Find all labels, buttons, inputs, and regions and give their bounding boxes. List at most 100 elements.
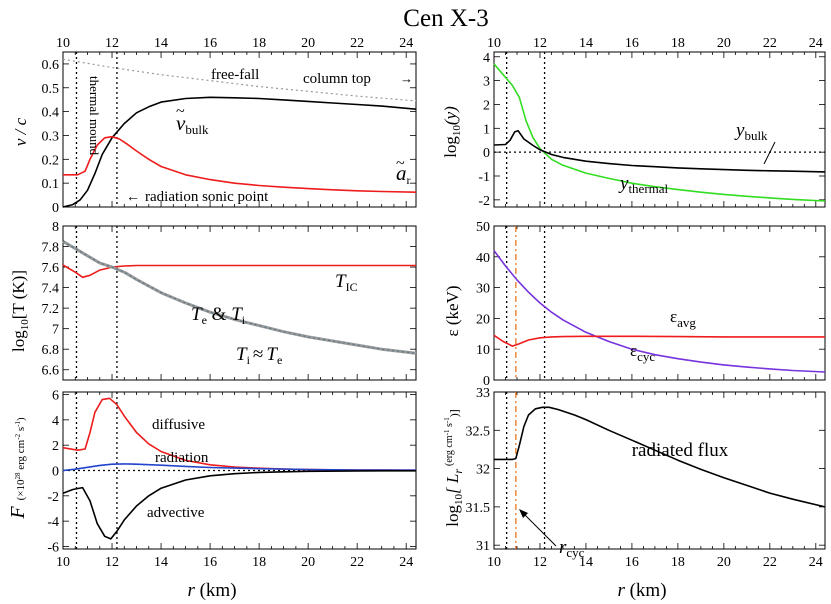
temperature-ytick-label: 7.2 bbox=[42, 302, 60, 317]
comptonization-ytick-label: 2 bbox=[483, 98, 490, 113]
comptonization-ylabel: log10(y) bbox=[441, 106, 463, 158]
flux-xlabel: r (km) bbox=[187, 580, 236, 601]
a-r-symbol: a bbox=[396, 161, 407, 185]
compt-ylabel-arg: (y) bbox=[441, 106, 460, 125]
velocity-ytick-label: 0.5 bbox=[42, 82, 60, 97]
flux-ylabel-unit2: erg cm bbox=[15, 439, 27, 472]
ti-approx-b: T bbox=[266, 344, 278, 365]
ti-approx-b-sub: e bbox=[277, 353, 282, 367]
energy-series-eps-cyc bbox=[493, 250, 826, 373]
flux-xtick-label: 18 bbox=[252, 555, 266, 570]
temperature-ytick-label: 7 bbox=[52, 323, 59, 338]
y-bulk-sub: bulk bbox=[744, 128, 768, 143]
velocity-ytick-label: 0.2 bbox=[42, 153, 60, 168]
flux-xtick-label: 14 bbox=[154, 555, 168, 570]
flux-xtick-label: 12 bbox=[105, 555, 119, 570]
temperature-ytick-label: 6.8 bbox=[42, 343, 60, 358]
energy-ytick-label: 50 bbox=[476, 220, 490, 235]
luminosity-ytick-label: 32 bbox=[476, 463, 490, 478]
energy-ytick-label: 0 bbox=[483, 374, 490, 389]
comptonization-frame bbox=[493, 51, 826, 208]
temperature-ylabel: log10[T (K)] bbox=[9, 270, 31, 352]
luminosity-ytick-label: 31.5 bbox=[466, 501, 491, 516]
luminosity-ytick-label: 31 bbox=[476, 539, 490, 554]
t-ic-label: TIC bbox=[335, 271, 358, 294]
y-bulk-arrow bbox=[763, 141, 776, 165]
energy-ytick-label: 20 bbox=[476, 312, 490, 327]
flux-ytick-label: -4 bbox=[47, 515, 59, 530]
r-cyc-arrow bbox=[521, 511, 557, 547]
a-r-sub: r bbox=[407, 173, 411, 187]
temperature-ytick-label: 7.8 bbox=[42, 241, 60, 256]
sonic-point-label: radiation sonic point bbox=[145, 189, 269, 205]
velocity-top-tick-label: 16 bbox=[203, 36, 217, 51]
velocity-top-tick-label: 14 bbox=[154, 36, 168, 51]
lum-ylabel-unit2: s bbox=[444, 423, 455, 430]
eps-cyc-symbol: ε bbox=[630, 341, 637, 360]
column-top-label: column top bbox=[303, 71, 371, 87]
lum-xlabel-r: r bbox=[617, 580, 625, 601]
ti-approx-a-sub: i bbox=[247, 353, 251, 367]
temperature-series-t-i bbox=[62, 240, 417, 354]
flux-ylabel-exp3: -1 bbox=[14, 421, 22, 427]
flux-ytick-label: 4 bbox=[52, 414, 59, 429]
velocity-ytick-label: 0.6 bbox=[42, 58, 60, 73]
comptonization-top-tick-label: 16 bbox=[625, 36, 639, 51]
temp-ylabel-prefix: log bbox=[9, 330, 28, 352]
lum-ylabel-prefix: log bbox=[443, 505, 462, 527]
temperature-series-t-ic bbox=[62, 264, 416, 279]
comptonization-ytick-label: 1 bbox=[483, 122, 490, 137]
ti-approx-label: Ti ≈ Te bbox=[236, 344, 282, 367]
lum-xlabel: r (km) bbox=[617, 580, 666, 601]
te-ti-amp: & bbox=[207, 304, 231, 325]
comptonization-top-tick-label: 14 bbox=[579, 36, 593, 51]
velocity-frame bbox=[62, 51, 417, 208]
y-thermal-label: ythermal bbox=[618, 173, 669, 196]
flux-ylabel-main: F bbox=[7, 506, 29, 520]
lum-ylabel-r: r bbox=[451, 469, 465, 474]
eps-avg-symbol: ε bbox=[670, 307, 677, 326]
figure-title: Cen X-3 bbox=[403, 5, 488, 32]
te-ti-b: T bbox=[231, 304, 243, 325]
flux-ytick-label: -6 bbox=[47, 540, 59, 555]
r-cyc-sub: cyc bbox=[566, 545, 584, 560]
velocity-top-tick-label: 20 bbox=[301, 36, 315, 51]
compt-ylabel-sub: 10 bbox=[451, 125, 463, 137]
flux-ylabel-unit: (×10 bbox=[15, 479, 27, 500]
compt-ylabel-prefix: log bbox=[441, 136, 460, 158]
eps-cyc-sub: cyc bbox=[637, 349, 655, 364]
velocity-ytick-label: 0.1 bbox=[42, 177, 60, 192]
flux-series-diffusive bbox=[62, 397, 417, 471]
v-bulk-sub: bulk bbox=[185, 122, 209, 137]
temp-ylabel-arg: [T (K)] bbox=[9, 270, 28, 319]
flux-ylabel-exp: 28 bbox=[14, 472, 22, 480]
luminosity-xtick-label: 10 bbox=[487, 555, 501, 570]
luminosity-xtick-label: 12 bbox=[533, 555, 547, 570]
eps-avg-label: εavg bbox=[670, 307, 696, 330]
comptonization-ytick-label: 3 bbox=[483, 75, 490, 90]
luminosity-frame bbox=[493, 391, 826, 550]
comptonization-ytick-label: 0 bbox=[483, 146, 490, 161]
velocity-top-tick-label: 12 bbox=[105, 36, 119, 51]
flux-xtick-label: 16 bbox=[203, 555, 217, 570]
luminosity-ytick-label: 33 bbox=[476, 386, 490, 401]
velocity-top-tick-label: 24 bbox=[399, 36, 413, 51]
te-ti-label: Te & Ti bbox=[191, 304, 246, 327]
lum-ylabel-unit3: )] bbox=[447, 409, 461, 417]
velocity-series-v-bulk bbox=[62, 96, 417, 208]
temperature-ytick-label: 6.6 bbox=[42, 364, 60, 379]
luminosity-ytick-label: 32.5 bbox=[466, 424, 491, 439]
free-fall-label: free-fall bbox=[211, 67, 259, 83]
lum-ylabel-exp: -1 bbox=[443, 429, 451, 435]
column-top-arrow: → bbox=[400, 71, 413, 86]
flux-ylabel-exp2: -2 bbox=[14, 433, 22, 439]
temp-ylabel-sub: 10 bbox=[19, 319, 31, 331]
a-r-tilde: ~ bbox=[396, 155, 405, 172]
energy-frame bbox=[493, 225, 826, 381]
panel-temperature: 6.66.877.27.47.67.88 log10[T (K)] TIC Te… bbox=[9, 220, 417, 381]
velocity-top-tick-label: 22 bbox=[350, 36, 364, 51]
velocity-ylabel: v / c bbox=[11, 117, 30, 146]
r-cyc-symbol: r bbox=[559, 537, 567, 558]
